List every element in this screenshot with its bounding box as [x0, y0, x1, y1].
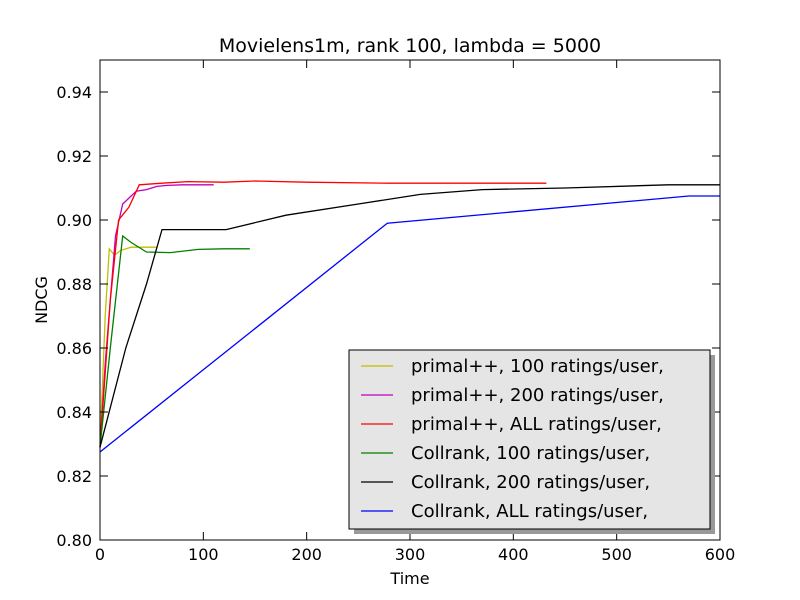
series-lines: [99, 180, 720, 453]
series-line: [99, 184, 720, 448]
chart-title: Movielens1m, rank 100, lambda = 5000: [219, 35, 601, 57]
y-tick-label: 0.88: [56, 275, 92, 294]
legend-label: primal++, 200 ratings/user,: [411, 385, 664, 406]
x-tick-label: 400: [498, 545, 529, 564]
legend-label: Collrank, 200 ratings/user,: [411, 472, 650, 493]
series-line: [99, 195, 720, 453]
axis-ticks: 0 100 200 300 400 500 600 0.80 0.82 0.84 0.86 0.88 0…: [56, 60, 735, 564]
legend-label: primal++, ALL ratings/user,: [411, 414, 662, 435]
legend-box: [348, 349, 711, 530]
series-line: [99, 180, 547, 448]
x-axis-label: Time: [389, 569, 429, 588]
x-tick-label: 300: [395, 545, 426, 564]
y-tick-label: 0.86: [56, 339, 92, 358]
legend-label: primal++, 100 ratings/user,: [411, 356, 664, 377]
x-tick-label: 500: [601, 545, 632, 564]
y-tick-label: 0.82: [56, 467, 92, 486]
y-tick-label: 0.92: [56, 147, 92, 166]
legend: primal++, 100 ratings/user, primal++, 200…: [348, 349, 715, 534]
x-tick-label: 200: [291, 545, 322, 564]
x-tick-label: 600: [705, 545, 736, 564]
legend-label: Collrank, ALL ratings/user,: [411, 501, 648, 522]
legend-label: Collrank, 100 ratings/user,: [411, 443, 650, 464]
series-line: [99, 234, 250, 448]
y-tick-label: 0.94: [56, 83, 92, 102]
x-tick-label: 0: [95, 545, 105, 564]
y-tick-label: 0.90: [56, 211, 92, 230]
y-axis-label: NDCG: [32, 276, 51, 324]
x-tick-label: 100: [188, 545, 219, 564]
y-tick-label: 0.84: [56, 403, 92, 422]
series-line: [99, 184, 214, 448]
y-tick-label: 0.80: [56, 531, 92, 550]
